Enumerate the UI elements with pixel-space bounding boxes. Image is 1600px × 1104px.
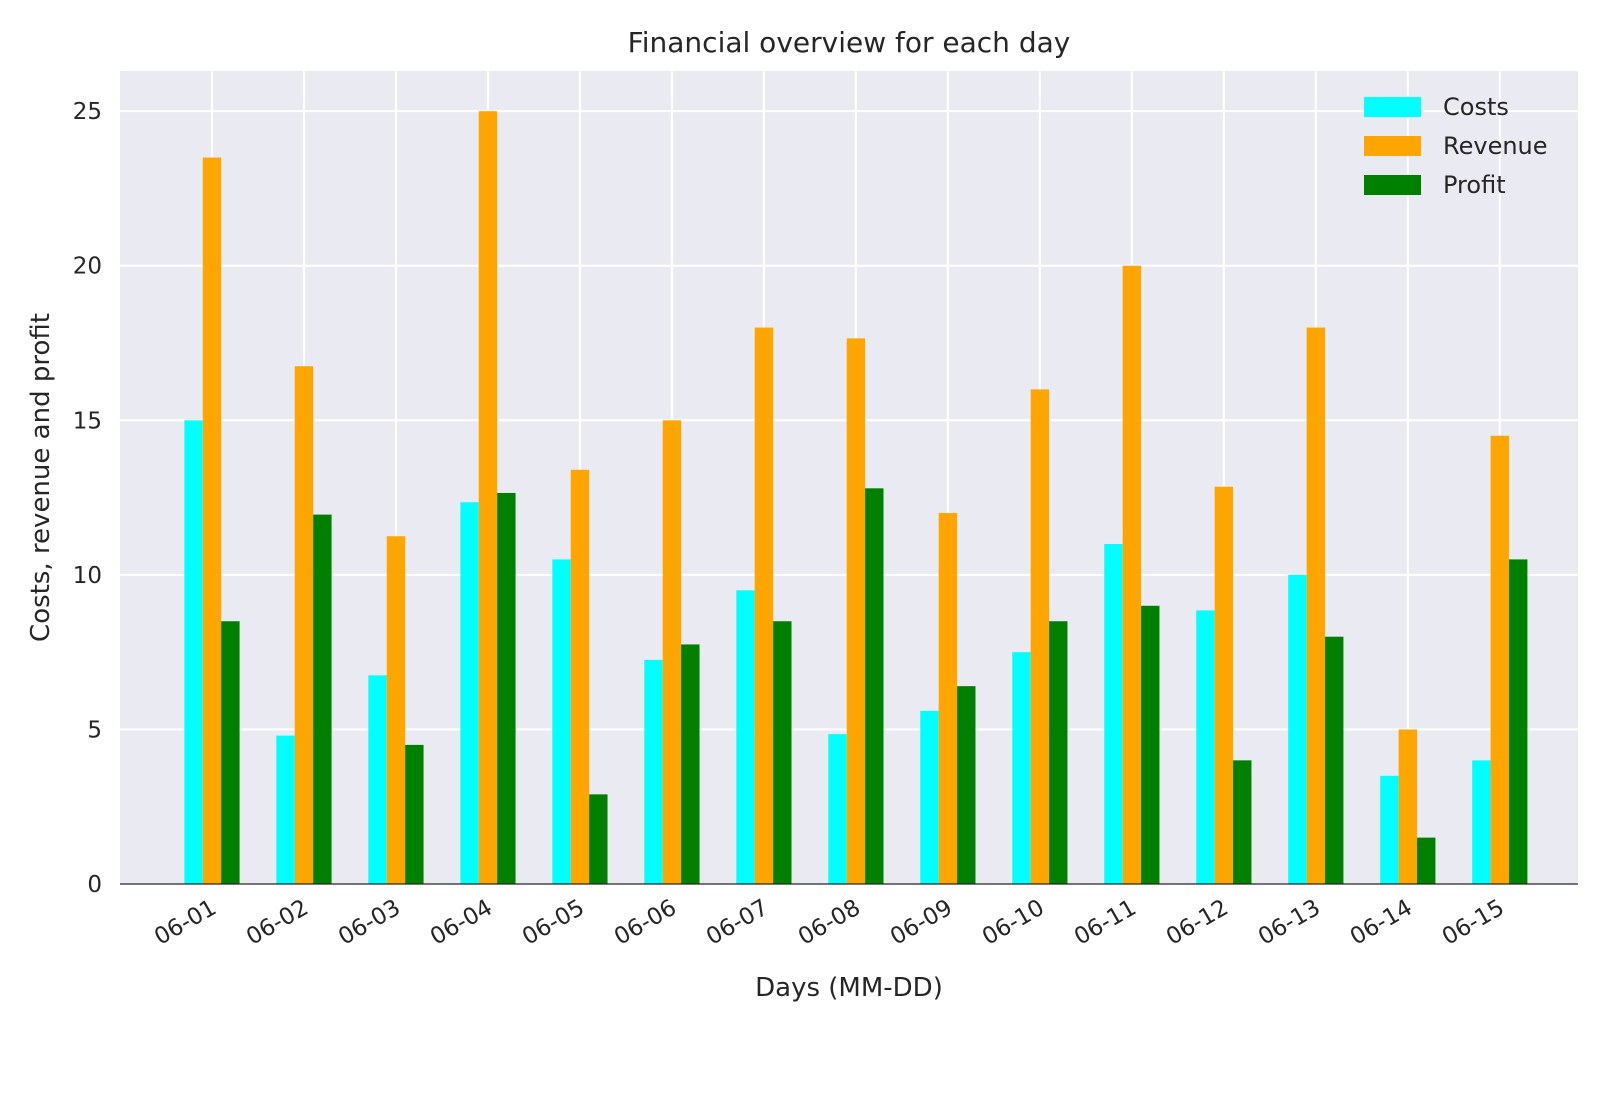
- bar-profit-06-08: [865, 488, 884, 884]
- bar-profit-06-15: [1509, 559, 1528, 884]
- bar-revenue-06-15: [1490, 435, 1510, 884]
- bar-profit-06-01: [221, 621, 240, 884]
- bar-costs-06-14: [1380, 775, 1399, 884]
- x-axis-label: Days (MM-DD): [755, 973, 943, 1003]
- x-tick-label: 06-07: [702, 895, 773, 951]
- bar-revenue-06-02: [294, 366, 314, 884]
- bar-profit-06-13: [1325, 636, 1344, 884]
- legend-swatch-revenue: [1364, 136, 1421, 156]
- x-tick-label: 06-12: [1162, 895, 1233, 951]
- x-tick-label: 06-09: [886, 895, 957, 951]
- y-axis-label: Costs, revenue and profit: [26, 313, 56, 642]
- chart-title: Financial overview for each day: [628, 26, 1071, 59]
- bar-revenue-06-08: [846, 338, 866, 884]
- bar-profit-06-12: [1233, 760, 1252, 884]
- bar-profit-06-14: [1417, 837, 1436, 884]
- y-tick-label: 10: [73, 563, 102, 589]
- bar-profit-06-09: [957, 686, 976, 884]
- legend-swatch-costs: [1364, 97, 1421, 117]
- legend: Costs Revenue Profit: [1364, 93, 1548, 199]
- y-tick-label: 5: [87, 717, 102, 743]
- bar-profit-06-05: [589, 794, 608, 884]
- y-tick-labels: 0 5 10 15 20 25: [73, 99, 102, 898]
- bar-costs-06-11: [1104, 543, 1123, 884]
- bar-profit-06-02: [313, 514, 332, 884]
- bar-profit-06-11: [1141, 605, 1160, 884]
- bar-costs-06-08: [828, 734, 847, 884]
- bar-revenue-06-14: [1398, 729, 1418, 884]
- bar-revenue-06-11: [1122, 265, 1142, 885]
- x-tick-label: 06-15: [1438, 895, 1509, 951]
- bar-revenue-06-01: [202, 157, 222, 885]
- bar-costs-06-07: [736, 590, 755, 884]
- bar-profit-06-07: [773, 621, 792, 884]
- bar-profit-06-06: [681, 644, 700, 884]
- bar-revenue-06-05: [570, 469, 590, 884]
- bar-revenue-06-10: [1030, 389, 1050, 884]
- bar-costs-06-03: [368, 675, 387, 884]
- bar-revenue-06-07: [754, 327, 774, 884]
- bar-revenue-06-12: [1214, 486, 1234, 884]
- bar-revenue-06-06: [662, 420, 682, 884]
- bar-costs-06-05: [552, 559, 571, 884]
- bar-revenue-06-13: [1306, 327, 1326, 884]
- x-tick-label: 06-10: [978, 895, 1049, 951]
- bar-profit-06-03: [405, 744, 424, 884]
- y-tick-label: 15: [73, 408, 102, 434]
- bar-costs-06-10: [1012, 652, 1031, 884]
- legend-label-costs: Costs: [1443, 93, 1509, 121]
- legend-label-revenue: Revenue: [1443, 132, 1548, 160]
- y-tick-label: 0: [87, 872, 102, 898]
- x-tick-labels: 06-01 06-02 06-03 06-04 06-05 06-06 06-07 06-08…: [150, 895, 1509, 951]
- y-tick-label: 20: [73, 254, 102, 280]
- x-tick-label: 06-14: [1346, 895, 1417, 951]
- x-tick-label: 06-08: [794, 895, 865, 951]
- bar-costs-06-02: [276, 735, 295, 884]
- bar-profit-06-10: [1049, 621, 1068, 884]
- bar-costs-06-06: [644, 659, 663, 884]
- bar-costs-06-01: [184, 420, 203, 884]
- x-tick-label: 06-03: [334, 895, 405, 951]
- legend-swatch-profit: [1364, 175, 1421, 195]
- bars: [184, 111, 1528, 885]
- bar-costs-06-13: [1288, 574, 1307, 884]
- bar-revenue-06-04: [478, 111, 498, 885]
- bar-profit-06-04: [497, 492, 516, 884]
- bar-revenue-06-03: [386, 536, 406, 884]
- x-tick-label: 06-06: [610, 895, 681, 951]
- y-tick-label: 25: [73, 99, 102, 125]
- x-tick-label: 06-02: [242, 895, 313, 951]
- bar-costs-06-15: [1472, 760, 1491, 884]
- bar-costs-06-04: [460, 502, 479, 884]
- x-tick-label: 06-01: [150, 895, 221, 951]
- legend-label-profit: Profit: [1443, 171, 1506, 199]
- x-tick-label: 06-05: [518, 895, 589, 951]
- x-tick-label: 06-11: [1070, 895, 1141, 951]
- bar-revenue-06-09: [938, 513, 958, 884]
- bar-costs-06-12: [1196, 610, 1215, 884]
- x-tick-label: 06-04: [426, 895, 497, 951]
- x-tick-label: 06-13: [1254, 895, 1325, 951]
- bar-costs-06-09: [920, 710, 939, 884]
